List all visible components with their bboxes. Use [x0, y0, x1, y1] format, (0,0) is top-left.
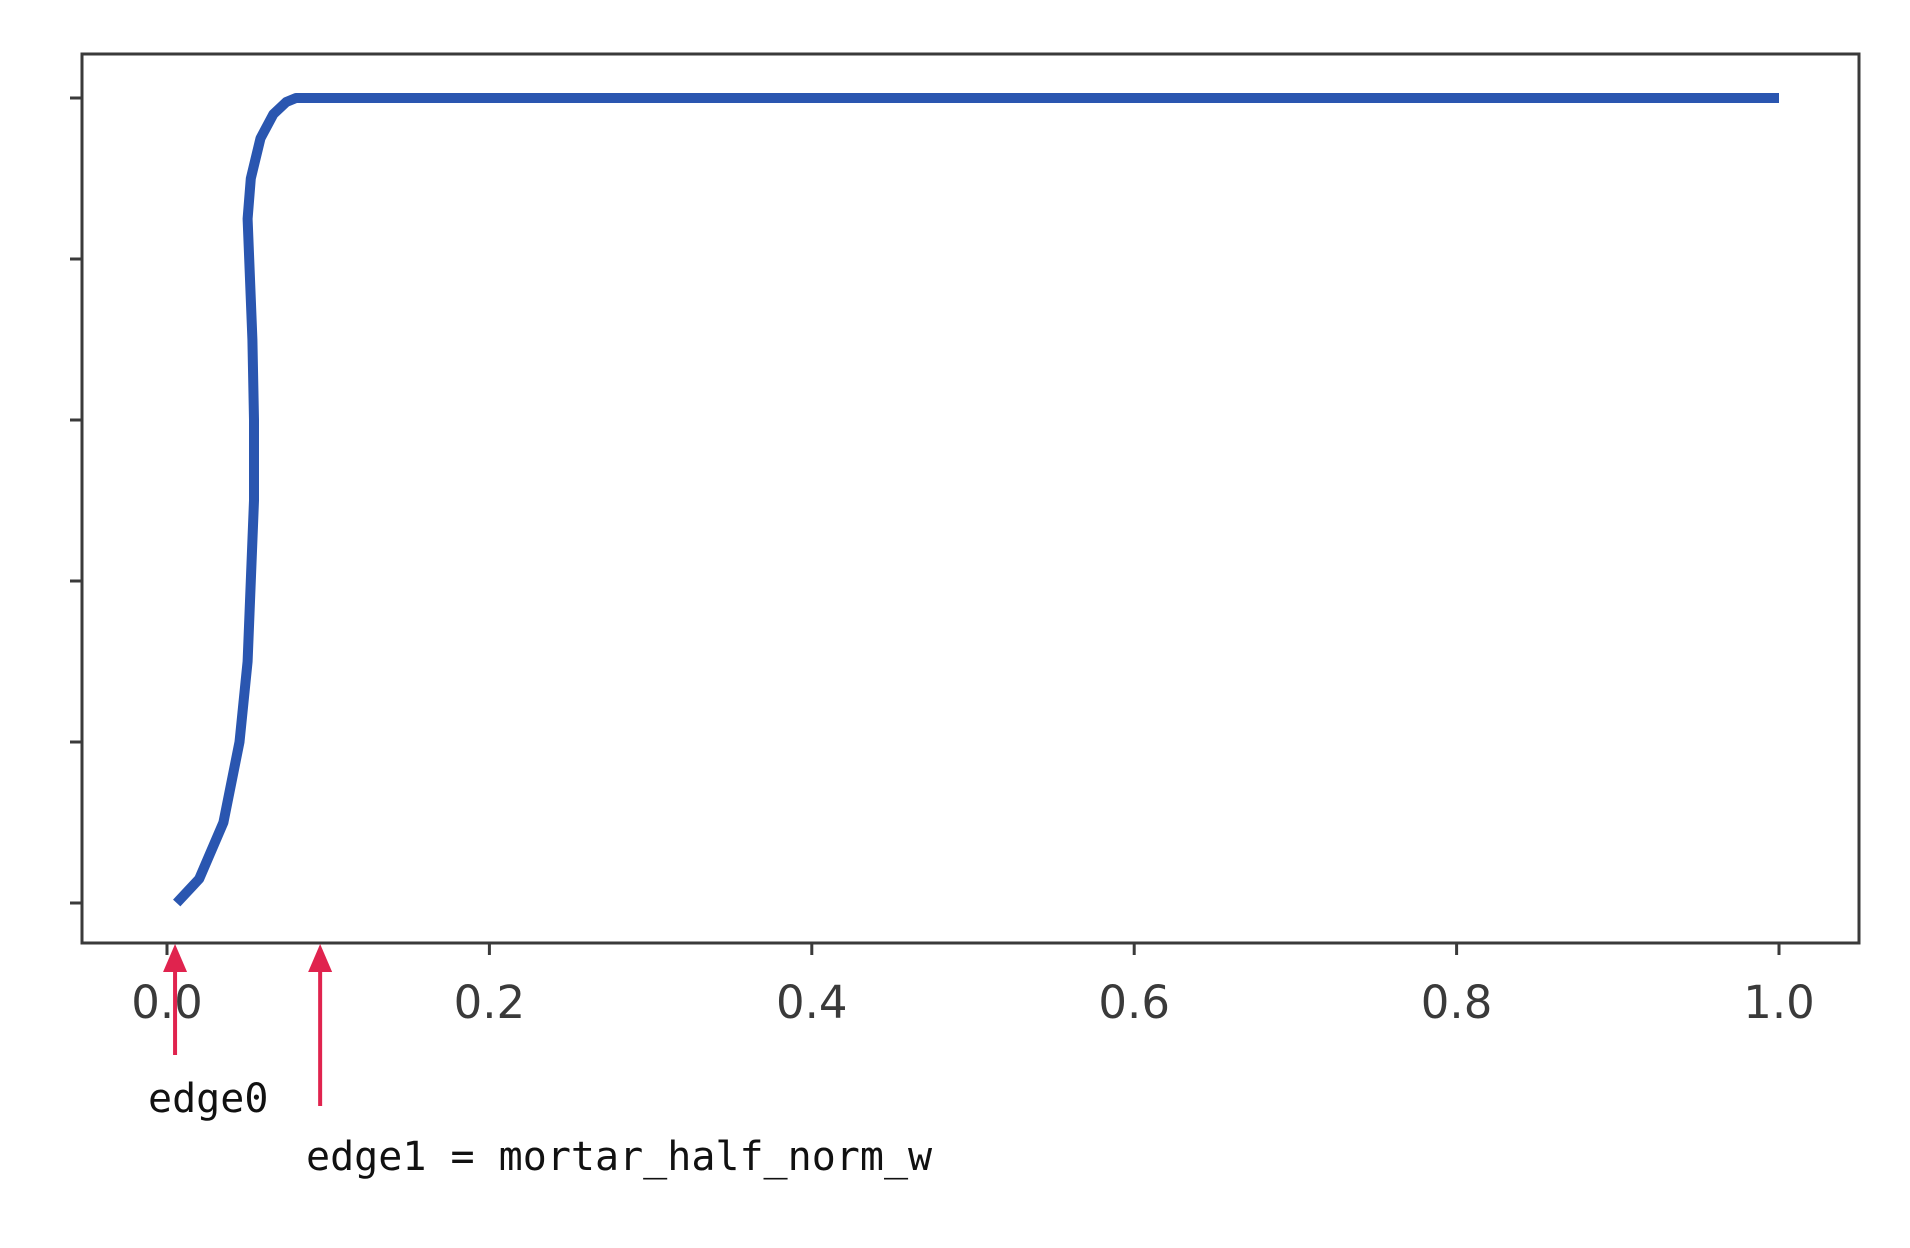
x-tick-label: 0.6 [1098, 976, 1170, 1029]
x-tick-label: 1.0 [1743, 976, 1815, 1029]
y-axis-ticks [70, 96, 82, 905]
x-tick-label: 0.8 [1421, 976, 1493, 1029]
x-axis-ticks [165, 943, 1781, 955]
annotation-label: edge1 = mortar_half_norm_w [306, 1134, 933, 1180]
annotation-arrow-1 [308, 944, 333, 1106]
x-axis-tick-labels: 0.0 0.2 0.4 0.6 0.8 1.0 [131, 976, 1815, 1029]
annotations: edge0 edge1 = mortar_half_norm_w [148, 944, 933, 1180]
plot-frame [80, 52, 1861, 945]
series-line [173, 93, 1779, 907]
x-tick-label: 0.4 [776, 976, 848, 1029]
arrow-head [308, 944, 333, 972]
x-tick-label: 0.0 [131, 976, 203, 1029]
annotation-arrow-0 [163, 944, 188, 1055]
annotation-label: edge0 [148, 1076, 268, 1122]
x-tick-label: 0.2 [454, 976, 526, 1029]
arrow-head [163, 944, 188, 972]
